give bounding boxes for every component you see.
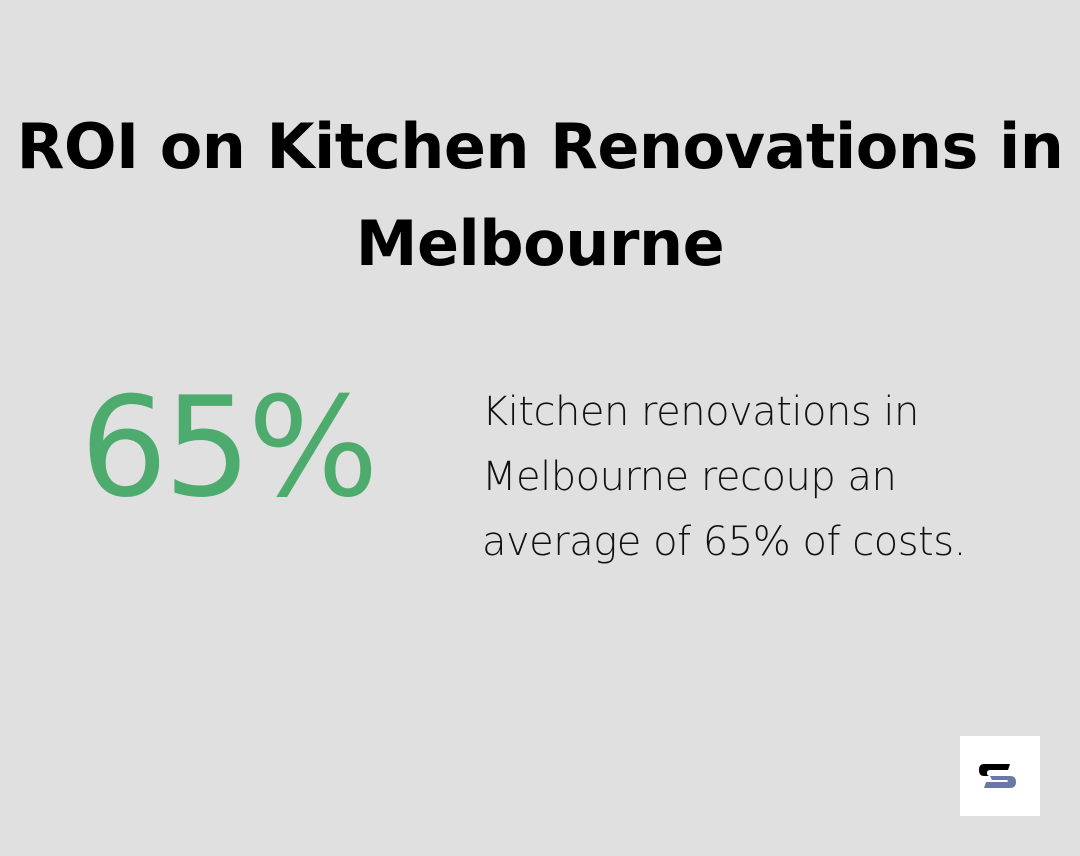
s-logo-icon bbox=[979, 764, 1016, 788]
stat-description: Kitchen renovations in Melbourne recoup … bbox=[482, 389, 966, 565]
page-title: ROI on Kitchen Renovations in Melbourne bbox=[16, 110, 1064, 280]
stat-value: 65% bbox=[80, 367, 379, 528]
brand-logo bbox=[960, 736, 1040, 816]
